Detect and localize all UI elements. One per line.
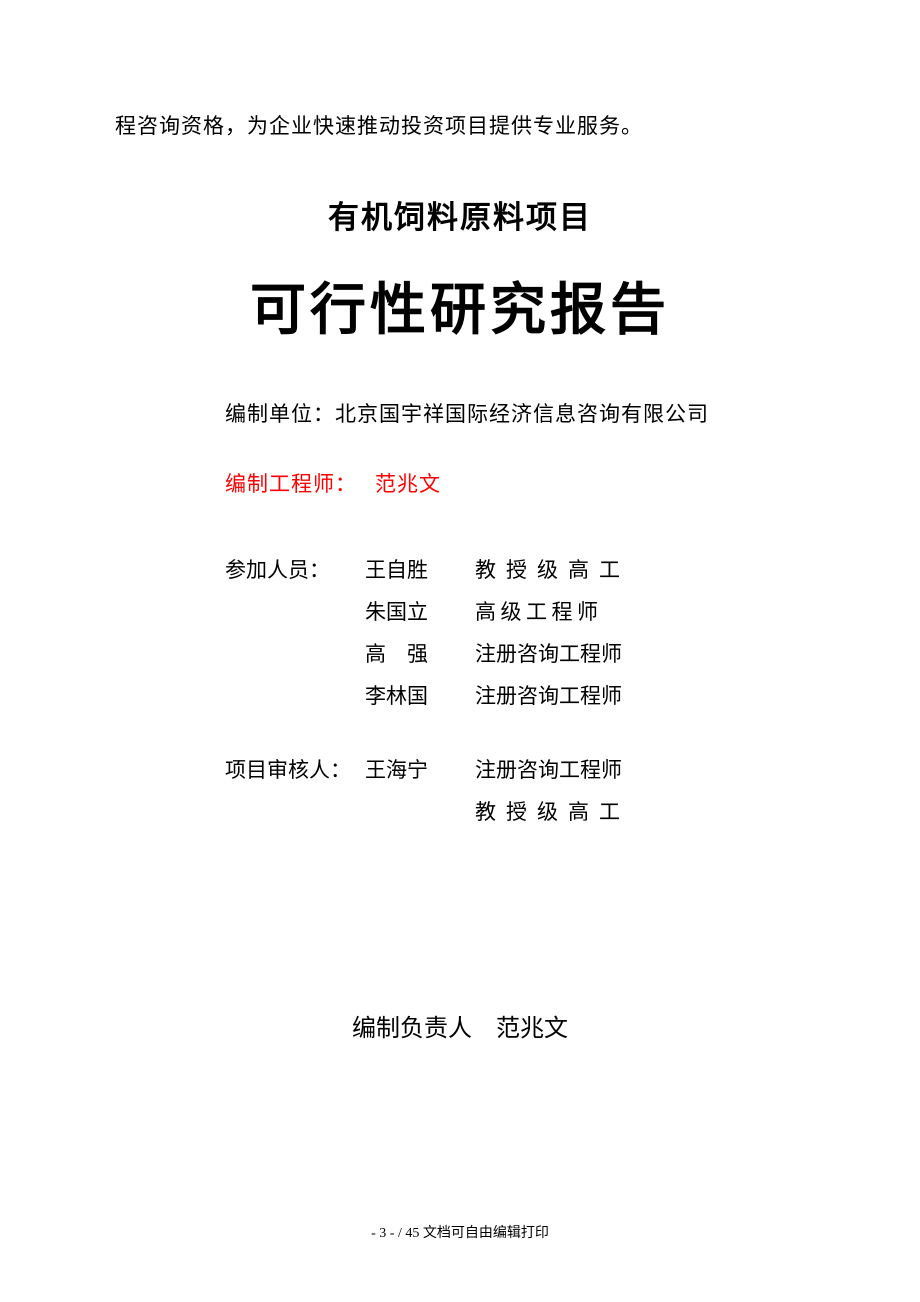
participant-row: 高 强 注册咨询工程师 [225,638,630,668]
responsible-label: 编制负责人 [352,1016,472,1042]
reviewer-title: 注册咨询工程师 [475,754,630,784]
reviewers-table: 项目审核人： 王海宁 注册咨询工程师 教授级高工 [225,742,630,838]
engineer-line: 编制工程师： 范兆文 [225,468,805,498]
organization-line: 编制单位：北京国宇祥国际经济信息咨询有限公司 [225,398,805,428]
participant-title: 注册咨询工程师 [475,638,630,668]
participant-row: 参加人员： 王自胜 教授级高工 [225,554,630,584]
responsible-name: 范兆文 [496,1016,568,1042]
page-footer: - 3 - / 45 文档可自由编辑打印 [0,1222,920,1242]
participant-row: 朱国立 高级工程师 [225,596,630,626]
participant-label-empty [225,680,365,710]
participants-table: 参加人员： 王自胜 教授级高工 朱国立 高级工程师 高 强 注册咨询工程师 李林… [225,542,630,722]
participant-label-empty [225,638,365,668]
document-main-title: 可行性研究报告 [115,265,805,346]
participant-label-empty [225,596,365,626]
reviewer-label: 项目审核人： [225,754,365,784]
participant-name: 朱国立 [365,596,475,626]
participant-name: 李林国 [365,680,475,710]
participant-title: 注册咨询工程师 [475,680,630,710]
participant-name: 王自胜 [365,554,475,584]
document-subtitle: 有机饲料原料项目 [115,192,805,237]
participant-label: 参加人员： [225,554,365,584]
engineer-label: 编制工程师： [225,472,357,496]
engineer-name: 范兆文 [375,472,441,496]
organization-name: 北京国宇祥国际经济信息咨询有限公司 [335,402,709,426]
participant-title: 教授级高工 [475,554,630,584]
participant-title: 高级工程师 [475,596,630,626]
reviewer-name-empty [365,796,475,826]
top-continuation-text: 程咨询资格，为企业快速推动投资项目提供专业服务。 [115,110,805,144]
reviewer-name: 王海宁 [365,754,475,784]
participant-row: 李林国 注册咨询工程师 [225,680,630,710]
reviewer-label-empty [225,796,365,826]
responsible-person-block: 编制负责人范兆文 [115,1008,805,1043]
reviewer-title: 教授级高工 [475,796,630,826]
reviewer-row: 项目审核人： 王海宁 注册咨询工程师 [225,754,630,784]
participant-name: 高 强 [365,638,475,668]
reviewer-row: 教授级高工 [225,796,630,826]
organization-label: 编制单位： [225,402,335,426]
